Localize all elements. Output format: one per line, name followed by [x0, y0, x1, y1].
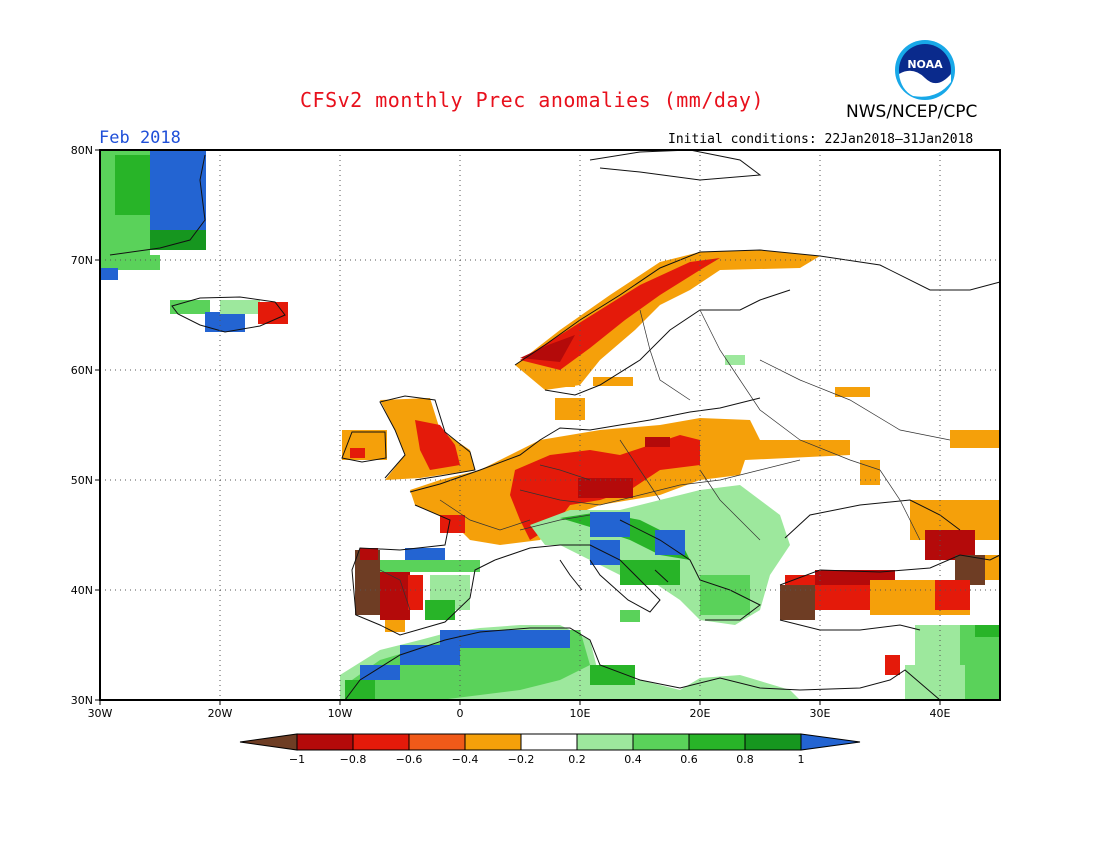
agency-label: NWS/NCEP/CPC: [846, 102, 978, 122]
colorbar: [239, 733, 861, 751]
colorbar-swatch: [688, 733, 746, 751]
colorbar-label: −0.2: [508, 753, 535, 766]
colorbar-swatch: [520, 733, 578, 751]
colorbar-swatch: [576, 733, 634, 751]
lat-tick-label: 40N: [71, 584, 93, 597]
colorbar-label: 1: [798, 753, 805, 766]
colorbar-swatch: [352, 733, 410, 751]
colorbar-swatch: [744, 733, 802, 751]
lon-tick-label: 0: [457, 707, 464, 720]
colorbar-swatch: [296, 733, 354, 751]
colorbar-above-triangle: [800, 733, 861, 751]
colorbar-below-triangle: [239, 733, 298, 751]
colorbar-label: 0.6: [680, 753, 698, 766]
colorbar-swatch: [408, 733, 466, 751]
lat-tick-label: 50N: [71, 474, 93, 487]
colorbar-swatch: [632, 733, 690, 751]
coastlines: [109, 149, 1001, 701]
lat-tick-label: 60N: [71, 364, 93, 377]
lon-tick-label: 40E: [930, 707, 951, 720]
lon-tick-label: 30E: [810, 707, 831, 720]
forecast-month: Feb 2018: [99, 128, 181, 148]
lat-tick-label: 30N: [71, 694, 93, 707]
map-title: CFSv2 monthly Prec anomalies (mm/day): [300, 88, 765, 112]
colorbar-label: −0.6: [396, 753, 423, 766]
noaa-logo: NOAA: [893, 38, 957, 102]
graticule: [100, 150, 1000, 700]
lon-tick-label: 30W: [88, 707, 113, 720]
colorbar-label: −1: [289, 753, 305, 766]
colorbar-label: 0.2: [568, 753, 586, 766]
map-frame: [99, 149, 1001, 701]
country-borders: [379, 309, 951, 611]
colorbar-swatch: [464, 733, 522, 751]
colorbar-label: −0.8: [340, 753, 367, 766]
lon-tick-label: 20W: [208, 707, 233, 720]
colorbar-label: −0.4: [452, 753, 479, 766]
colorbar-label: 0.8: [736, 753, 754, 766]
lon-tick-label: 20E: [690, 707, 711, 720]
lat-tick-label: 70N: [71, 254, 93, 267]
lon-tick-label: 10E: [570, 707, 591, 720]
noaa-logo-text: NOAA: [907, 58, 943, 71]
lon-tick-label: 10W: [328, 707, 353, 720]
colorbar-label: 0.4: [624, 753, 642, 766]
lat-tick-label: 80N: [71, 144, 93, 157]
initial-conditions: Initial conditions: 22Jan2018–31Jan2018: [668, 132, 974, 147]
anomaly-field: [100, 150, 1000, 700]
